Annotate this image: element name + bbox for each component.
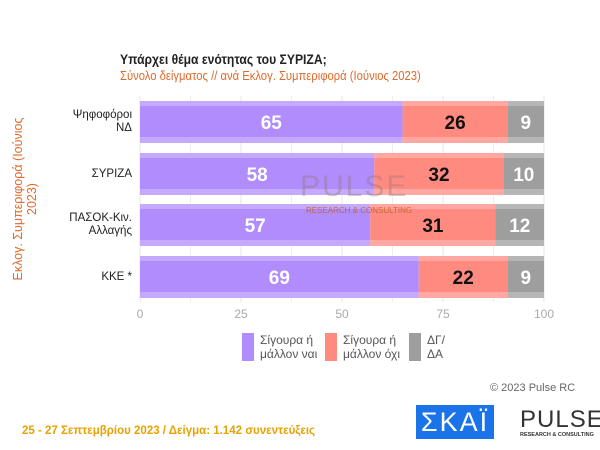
legend-label: Σίγουρα ή μάλλον όχι xyxy=(343,333,400,361)
chart-title: Υπάρχει θέμα ενότητας του ΣΥΡΙΖΑ; xyxy=(120,52,327,67)
bar-highlight xyxy=(140,204,371,209)
chart-subtitle: Σύνολο δείγματος // ανά Εκλογ. Συμπεριφο… xyxy=(120,69,421,83)
legend-swatch xyxy=(242,333,254,361)
bar-segment xyxy=(507,101,544,143)
category-label-line: ΝΔ xyxy=(116,122,132,134)
x-tick-label: 100 xyxy=(534,307,554,321)
data-label: 10 xyxy=(513,165,534,186)
x-tick-label: 0 xyxy=(137,307,144,321)
legend-label-line: Σίγουρα ή xyxy=(260,333,314,347)
bar-highlight xyxy=(507,137,544,143)
bar-segment xyxy=(140,204,371,246)
category-label: Ψηφοφόροι ΝΔ xyxy=(22,109,132,135)
legend-label-line: Σίγουρα ή xyxy=(343,333,397,347)
footer-sample-info: 25 - 27 Σεπτεμβρίου 2023 / Δείγμα: 1.142… xyxy=(22,425,316,437)
bar-highlight xyxy=(140,240,371,246)
bar-highlight xyxy=(370,240,496,246)
bar-highlight xyxy=(507,292,544,298)
bar-highlight xyxy=(140,137,403,143)
data-label: 58 xyxy=(247,165,268,186)
data-label: 9 xyxy=(521,113,532,134)
legend-label-line: μάλλον όχι xyxy=(343,347,400,361)
bar-highlight xyxy=(374,153,504,158)
x-tick-label: 25 xyxy=(234,307,248,321)
bar-segment xyxy=(402,101,508,143)
copyright: © 2023 Pulse RC xyxy=(490,382,576,394)
legend-swatch xyxy=(409,333,421,361)
bar-segment xyxy=(374,153,504,195)
legend-label: ΔΓ/ΔΑ xyxy=(427,333,445,361)
bar-highlight xyxy=(374,189,504,195)
x-tick-label: 50 xyxy=(335,307,349,321)
bar-highlight xyxy=(503,189,544,195)
bar-highlight xyxy=(140,189,375,195)
bar-highlight xyxy=(503,153,544,158)
bar-highlight xyxy=(140,256,419,261)
bar-highlight xyxy=(418,256,508,261)
data-label: 65 xyxy=(261,113,283,134)
bar-segment xyxy=(140,153,375,195)
category-label: ΣΥΡΙΖΑ xyxy=(22,168,132,181)
data-label: 22 xyxy=(453,268,474,289)
data-label: 32 xyxy=(428,165,449,186)
skai-logo: ΣΚΑΪ xyxy=(416,405,494,439)
data-label: 9 xyxy=(521,268,532,289)
bar-segment xyxy=(418,256,508,298)
bar-highlight xyxy=(495,240,544,246)
bar-segment xyxy=(140,256,419,298)
bar-highlight xyxy=(507,256,544,261)
bar-segment xyxy=(503,153,544,195)
category-label: ΠΑΣΟΚ-Κιν. Αλλαγής xyxy=(22,212,132,238)
pulse-logo: PULSE xyxy=(520,406,600,433)
bar-segment xyxy=(140,101,403,143)
category-label-line: ΣΥΡΙΖΑ xyxy=(91,167,132,180)
pulse-logo-sub: RESEARCH & CONSULTING xyxy=(520,432,594,438)
bar-highlight xyxy=(402,101,508,106)
bar-segment xyxy=(370,204,496,246)
bar-highlight xyxy=(140,292,419,298)
category-label-line: ΠΑΣΟΚ-Κιν. xyxy=(69,212,132,224)
legend-label-line: μάλλον ναι xyxy=(260,347,318,361)
bar-highlight xyxy=(370,204,496,209)
category-label-line: Ψηφοφόροι xyxy=(72,109,132,121)
data-label: 69 xyxy=(269,268,290,289)
bar-segment xyxy=(495,204,544,246)
bar-highlight xyxy=(507,101,544,106)
legend-label-line: ΔΓ/ xyxy=(427,333,445,347)
bar-highlight xyxy=(402,137,508,143)
legend-label-line: ΔΑ xyxy=(427,347,444,361)
legend-swatch xyxy=(325,333,337,361)
bar-highlight xyxy=(495,204,544,209)
legend-label: Σίγουρα ή μάλλον ναι xyxy=(260,333,317,361)
data-label: 12 xyxy=(509,216,530,237)
bar-segment xyxy=(507,256,544,298)
bar-highlight xyxy=(140,153,375,158)
category-label: ΚΚΕ * xyxy=(22,271,132,284)
category-label-line: Αλλαγής xyxy=(88,225,132,237)
bar-highlight xyxy=(418,292,508,298)
data-label: 57 xyxy=(245,216,266,237)
bar-highlight xyxy=(140,101,403,106)
x-tick-label: 75 xyxy=(436,307,450,321)
category-label-line: ΚΚΕ * xyxy=(101,270,132,283)
data-label: 26 xyxy=(445,113,466,134)
data-label: 31 xyxy=(422,216,444,237)
